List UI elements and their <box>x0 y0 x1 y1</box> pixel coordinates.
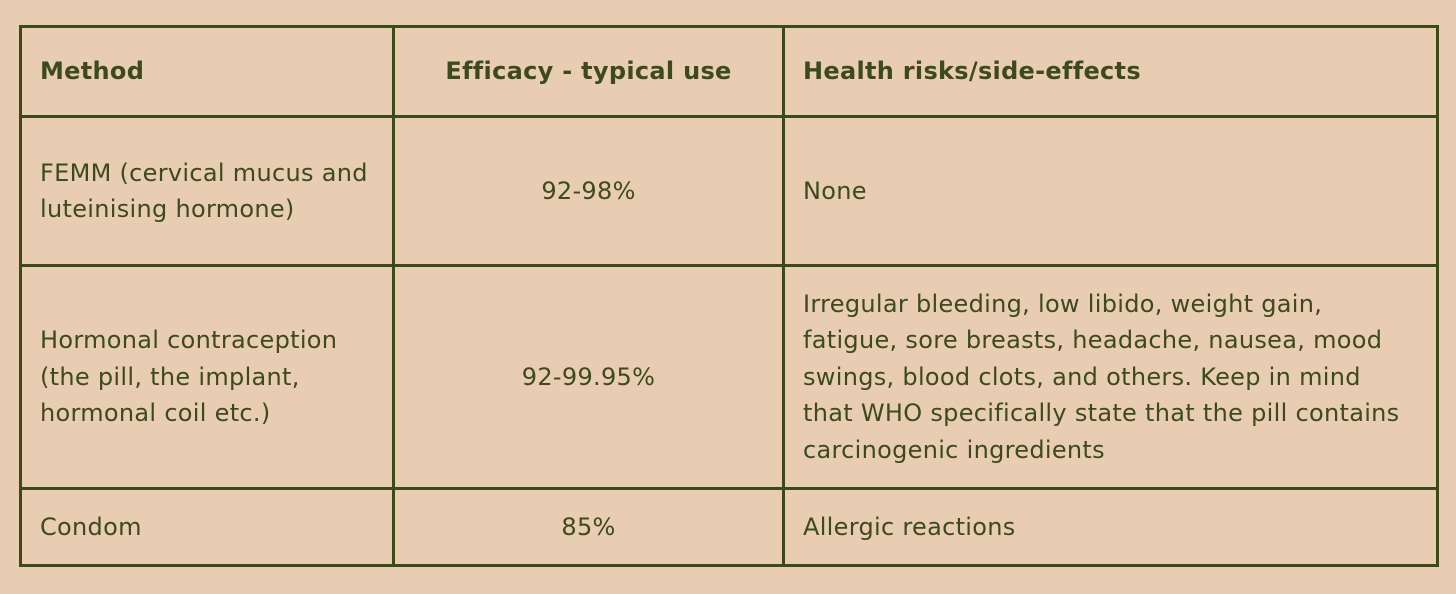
table-row: Condom 85% Allergic reactions <box>19 487 1439 567</box>
health-risks-cell: None <box>782 115 1439 267</box>
method-cell: Condom <box>19 487 395 567</box>
comparison-table-container: Method Efficacy - typical use Health ris… <box>19 25 1439 575</box>
header-efficacy: Efficacy - typical use <box>392 25 785 118</box>
table-row: Hormonal contraception (the pill, the im… <box>19 264 1439 490</box>
table-row: FEMM (cervical mucus and luteinising hor… <box>19 115 1439 267</box>
method-cell: Hormonal contraception (the pill, the im… <box>19 264 395 490</box>
contraception-comparison-table: Method Efficacy - typical use Health ris… <box>19 25 1439 567</box>
health-risks-cell: Irregular bleeding, low libido, weight g… <box>782 264 1439 490</box>
method-cell: FEMM (cervical mucus and luteinising hor… <box>19 115 395 267</box>
table-header-row: Method Efficacy - typical use Health ris… <box>19 25 1439 118</box>
header-method: Method <box>19 25 395 118</box>
efficacy-cell: 92-99.95% <box>392 264 785 490</box>
header-health-risks: Health risks/side-effects <box>782 25 1439 118</box>
efficacy-cell: 85% <box>392 487 785 567</box>
health-risks-cell: Allergic reactions <box>782 487 1439 567</box>
efficacy-cell: 92-98% <box>392 115 785 267</box>
